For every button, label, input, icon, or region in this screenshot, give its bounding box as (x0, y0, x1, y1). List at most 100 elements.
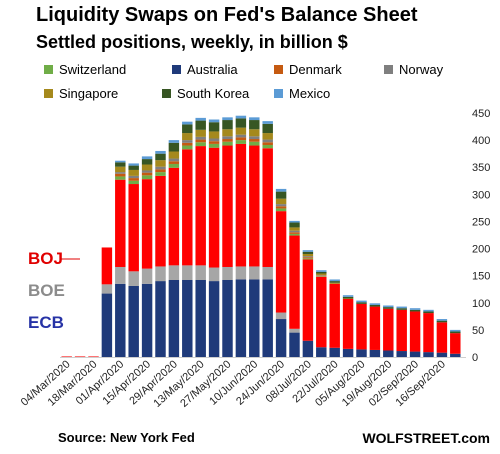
bar-ecb-23 (369, 349, 381, 357)
legend-swatch-mexico (274, 88, 283, 98)
y-tick-label-150: 150 (472, 271, 490, 283)
callout-ecb: ECB (28, 313, 64, 332)
bar-ecb-13 (235, 279, 247, 357)
legend-item-australia: Australia (172, 60, 238, 78)
y-tick-label-250: 250 (472, 216, 490, 228)
bar-boe-13 (235, 266, 247, 280)
bar-boe-17 (289, 328, 300, 333)
bar-singapore-17 (289, 227, 300, 231)
y-tick-label-450: 450 (472, 108, 490, 120)
bar-mexico-5 (128, 163, 139, 166)
bar-denmark-15 (262, 142, 273, 145)
bar-boj-26 (409, 311, 421, 352)
bar-ecb-12 (222, 280, 233, 357)
bar-boj-0 (61, 356, 72, 357)
bar-boj-11 (208, 147, 220, 268)
legend-swatch-singapore (44, 88, 53, 98)
legend-swatch-switzerland (44, 64, 53, 74)
bar-south-korea-9 (182, 124, 193, 134)
bar-south-korea-20 (329, 281, 340, 283)
bar-mexico-6 (141, 156, 153, 160)
bar-norway-13 (235, 134, 247, 138)
bar-switzerland-10 (195, 142, 206, 147)
bar-mexico-27 (423, 309, 434, 312)
callout-boe: BOE (28, 281, 65, 300)
bar-boe-5 (128, 271, 139, 286)
bar-south-korea-6 (141, 159, 153, 165)
chart-legend: Switzerland Australia Denmark Norway Sin… (44, 60, 464, 110)
callout-boj: BOJ (28, 249, 63, 268)
y-tick-label-0: 0 (472, 352, 478, 364)
bar-boj-25 (396, 309, 407, 352)
bar-south-korea-4 (115, 162, 126, 167)
bar-boe-16 (275, 312, 287, 320)
bar-mexico-4 (115, 160, 126, 163)
bar-boe-3 (101, 284, 113, 294)
bar-boj-28 (436, 322, 448, 353)
legend-swatch-australia (172, 64, 181, 74)
bar-mexico-21 (342, 295, 354, 297)
bar-south-korea-24 (383, 307, 394, 309)
bar-ecb-5 (128, 285, 139, 357)
bar-mexico-8 (168, 140, 180, 143)
y-tick-label-350: 350 (472, 162, 490, 174)
bar-denmark-9 (182, 142, 193, 146)
bar-ecb-11 (208, 281, 220, 357)
bar-ecb-7 (155, 281, 166, 357)
legend-label-mexico: Mexico (289, 85, 331, 101)
bar-ecb-15 (262, 279, 273, 357)
bar-switzerland-4 (115, 176, 126, 180)
bar-mexico-14 (249, 117, 260, 121)
bar-boj-10 (195, 146, 206, 266)
bar-singapore-7 (155, 160, 166, 167)
bar-norway-11 (208, 138, 220, 142)
bar-denmark-19 (316, 275, 327, 277)
bar-south-korea-23 (369, 304, 381, 307)
y-tick-label-100: 100 (472, 298, 490, 310)
bar-switzerland-18 (302, 258, 314, 260)
bar-mexico-24 (383, 305, 394, 308)
bar-boe-8 (168, 265, 180, 280)
bar-singapore-21 (342, 298, 354, 299)
bar-boj-20 (329, 283, 340, 348)
bar-mexico-15 (262, 121, 273, 124)
legend-item-south-korea: South Korea (162, 84, 249, 102)
bar-singapore-10 (195, 129, 206, 137)
legend-label-singapore: Singapore (59, 85, 119, 101)
bar-south-korea-18 (302, 251, 314, 254)
bar-south-korea-26 (409, 309, 421, 312)
bar-switzerland-14 (249, 141, 260, 146)
bar-boe-9 (182, 265, 193, 280)
legend-label-south-korea: South Korea (177, 85, 250, 101)
bar-mexico-7 (155, 150, 166, 154)
legend-label-denmark: Denmark (289, 61, 342, 77)
bar-ecb-27 (423, 352, 434, 357)
bar-switzerland-17 (289, 233, 300, 236)
bar-ecb-17 (289, 332, 300, 357)
bar-mexico-25 (396, 306, 407, 309)
bar-denmark-16 (275, 206, 287, 209)
bar-ecb-22 (356, 349, 367, 357)
bar-singapore-6 (141, 164, 153, 171)
bar-mexico-9 (182, 121, 193, 125)
bar-boe-15 (262, 266, 273, 280)
legend-item-switzerland: Switzerland (44, 60, 126, 78)
bar-ecb-20 (329, 347, 340, 357)
bar-south-korea-29 (450, 331, 461, 334)
bar-switzerland-7 (155, 172, 166, 176)
bar-norway-12 (222, 136, 233, 140)
bar-norway-8 (168, 158, 180, 162)
bar-boe-7 (155, 266, 166, 282)
bar-norway-17 (289, 230, 300, 233)
bar-norway-6 (141, 170, 153, 173)
bar-singapore-18 (302, 253, 314, 257)
bar-boj-7 (155, 175, 166, 267)
bar-ecb-24 (383, 350, 394, 357)
bar-mexico-23 (369, 303, 381, 305)
bar-south-korea-8 (168, 142, 180, 152)
bar-mexico-17 (289, 220, 300, 223)
legend-item-singapore: Singapore (44, 84, 118, 102)
bar-south-korea-5 (128, 165, 139, 170)
